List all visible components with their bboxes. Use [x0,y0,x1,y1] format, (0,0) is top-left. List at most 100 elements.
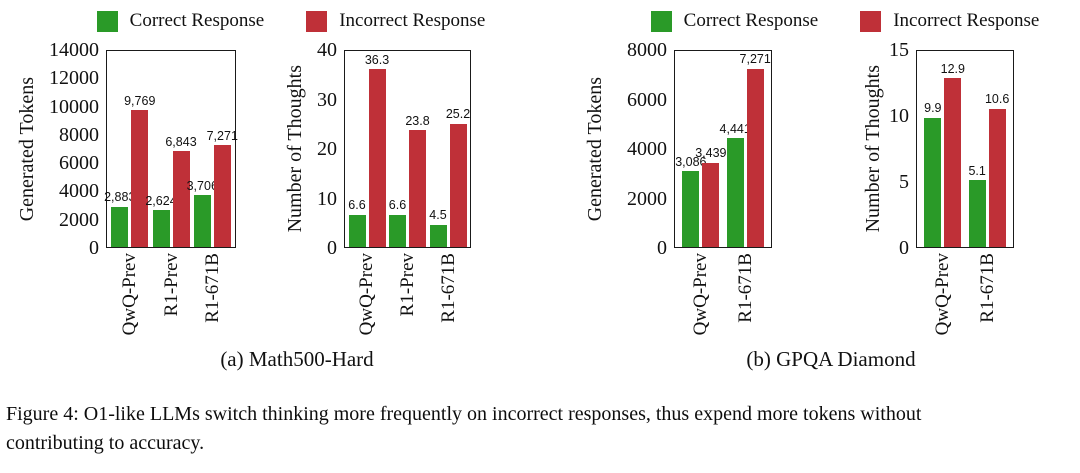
bar-value-label: 6.6 [348,198,366,213]
x-axis-labels: QwQ-Prev R1-671B [916,253,1014,343]
y-tick-label: 12000 [49,67,99,90]
y-tick-label: 0 [899,237,909,259]
y-tick-label: 10 [317,187,337,210]
bar-value-label: 7,271 [739,52,771,67]
bar-value-label: 9.9 [924,101,942,116]
legend-label-incorrect: Incorrect Response [893,10,1040,31]
bar-group: 4,441 7,271 [720,51,771,247]
y-tick-label: 30 [317,88,337,111]
plot-area: 6.6 36.3 6.6 23.8 4.5 25.2 [344,50,471,248]
bar-group: 9.9 12.9 [924,51,965,247]
x-category-label: R1-671B [438,253,459,323]
subfigure-a: Correct Response Incorrect Response Gene… [0,0,540,372]
correct-bar: 9.9 [924,102,942,247]
y-axis-title: Generated Tokens [582,50,608,248]
bar-value-label: 12.9 [940,61,965,76]
subfigure-b: Correct Response Incorrect Response Gene… [540,0,1080,372]
correct-response-swatch [96,10,118,32]
correct-bar: 5.1 [968,165,986,247]
plot-area: 2,883 9,769 2,624 6,843 3,706 7,271 [104,50,238,248]
x-category-label: R1-Prev [397,253,418,317]
y-axis-title-text: Generated Tokens [16,76,38,222]
legend-label-incorrect: Incorrect Response [339,10,486,31]
y-tick-label: 10 [889,105,909,128]
x-category-cell: QwQ-Prev [682,253,719,343]
legend: Correct Response Incorrect Response [596,8,1080,34]
y-tick-label: 20 [317,138,337,160]
x-category-label: R1-671B [735,253,756,323]
bar-group: 2,883 9,769 [104,51,155,247]
bar-value-label: 9,769 [124,93,156,108]
y-axis: 0 10 20 30 40 [308,40,344,258]
chart-generated-tokens-gpqa: Generated Tokens 0 2000 4000 6000 8000 3,086… [582,40,772,343]
x-category-label: R1-671B [202,253,224,323]
legend: Correct Response Incorrect Response [28,8,554,34]
y-axis: 0 5 10 15 [886,40,916,258]
bar-value-label: 7,271 [206,128,238,143]
subfigures-row: Correct Response Incorrect Response Gene… [0,0,1080,372]
y-tick-label: 14000 [49,39,99,61]
chart-generated-tokens-math500: Generated Tokens 0 2000 4000 6000 8000 10000 1… [14,40,238,343]
y-tick-label: 40 [317,39,337,61]
bar-group: 6.6 36.3 [348,51,389,247]
y-axis-title-text: Number of Thoughts [862,65,884,233]
subcaption-a: (a) Math500-Hard [220,347,374,371]
bar-group: 6.6 23.8 [389,51,430,247]
x-category-label: QwQ-Prev [932,253,953,336]
incorrect-bar: 36.3 [365,54,389,247]
y-tick-label: 6000 [59,152,99,175]
correct-response-swatch [650,10,672,32]
chart-main: 2,883 9,769 2,624 6,843 3,706 7,271 QwQ-Prev R… [104,50,238,343]
x-category-cell: R1-Prev [389,253,426,343]
bar-value-label: 6.6 [388,198,407,213]
correct-bar: 4,441 [720,123,751,247]
bar-group: 3,086 3,439 [675,51,726,247]
y-tick-label: 0 [657,237,667,259]
y-tick-label: 2000 [59,208,99,231]
x-category-cell: R1-671B [969,253,1006,343]
legend-label-correct: Correct Response [683,10,819,31]
y-axis: 0 2000 4000 6000 8000 [608,40,674,258]
y-tick-label: 8000 [627,39,667,61]
x-category-label: QwQ-Prev [690,253,711,336]
x-category-cell: QwQ-Prev [348,253,385,343]
correct-bar: 2,883 [104,191,135,247]
y-tick-label: 8000 [59,123,99,146]
figure-caption: Figure 4: O1-like LLMs switch thinking m… [6,403,922,454]
y-tick-label: 10000 [49,95,99,118]
plot-area: 9.9 12.9 5.1 10.6 [916,50,1014,248]
correct-bar: 4.5 [429,209,447,247]
correct-bar: 3,706 [187,180,218,247]
bar-group: 5.1 10.6 [968,51,1010,247]
y-axis-title-text: Generated Tokens [584,76,606,222]
y-axis-title: Number of Thoughts [860,50,886,248]
x-category-cell: QwQ-Prev [111,253,148,343]
y-axis-title: Generated Tokens [14,50,40,248]
y-tick-label: 0 [89,237,99,259]
y-tick-label: 6000 [627,88,667,111]
bar-value-label: 10.6 [984,92,1010,106]
correct-bar: 6.6 [348,199,366,247]
bar-value-label: 23.8 [405,113,430,128]
legend-label-correct: Correct Response [129,10,265,31]
chart-number-of-thoughts-math500: Number of Thoughts 0 10 20 30 40 6.6 36.3 6.6 2… [282,40,471,343]
bar-value-label: 2,624 [145,193,177,208]
bar-value-label: 4.5 [429,208,447,223]
correct-bar: 6.6 [389,199,406,247]
bar-value-label: 3,439 [695,146,727,161]
bar-value-label: 2,883 [104,190,136,205]
y-tick-label: 2000 [627,187,667,210]
x-axis-labels: QwQ-Prev R1-Prev R1-671B [106,253,236,343]
incorrect-bar: 7,271 [740,53,771,247]
x-axis-labels: QwQ-Prev R1-Prev R1-671B [344,253,471,343]
y-tick-label: 0 [327,237,337,259]
y-tick-label: 5 [899,171,909,194]
x-category-label: R1-Prev [160,253,182,317]
bar-value-label: 5.1 [968,163,986,178]
y-axis-title: Number of Thoughts [282,50,308,248]
subcaption-b: (b) GPQA Diamond [746,347,916,371]
y-axis: 0 2000 4000 6000 8000 10000 12000 14000 [40,40,106,258]
x-category-label: QwQ-Prev [356,253,377,336]
correct-bar: 2,624 [145,195,177,247]
bar-value-label: 6,843 [165,134,197,149]
